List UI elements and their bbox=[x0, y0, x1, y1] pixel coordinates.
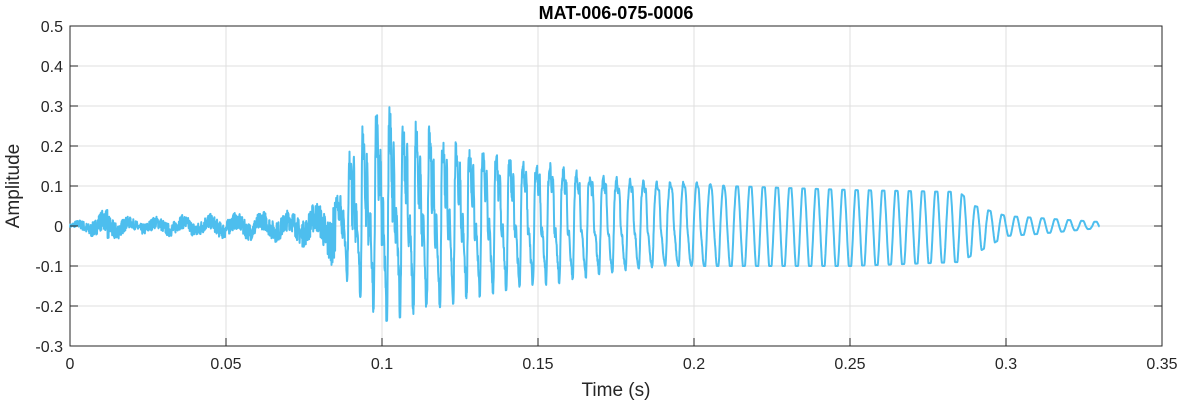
chart-title: MAT-006-075-0006 bbox=[539, 3, 694, 23]
x-tick-label: 0.35 bbox=[1146, 356, 1177, 373]
x-tick-label: 0.3 bbox=[995, 356, 1017, 373]
y-tick-label: -0.2 bbox=[35, 299, 63, 316]
y-tick-label: 0.5 bbox=[41, 19, 63, 36]
x-tick-label: 0.2 bbox=[683, 356, 705, 373]
y-tick-label: 0 bbox=[54, 219, 63, 236]
y-tick-label: -0.3 bbox=[35, 339, 63, 356]
y-axis-label: Amplitude bbox=[3, 144, 24, 229]
tick-labels: 0 0.05 0.1 0.15 0.2 0.25 0.3 0.35 -0.3 -0.2 -0.1 0 0… bbox=[35, 19, 1177, 373]
x-tick-label: 0.05 bbox=[210, 356, 241, 373]
y-tick-label: 0.1 bbox=[41, 179, 63, 196]
x-axis-label: Time (s) bbox=[582, 380, 651, 401]
y-tick-label: 0.4 bbox=[41, 59, 63, 76]
x-tick-label: 0.15 bbox=[522, 356, 553, 373]
y-tick-label: 0.3 bbox=[41, 99, 63, 116]
x-tick-label: 0.1 bbox=[371, 356, 393, 373]
x-tick-label: 0 bbox=[66, 356, 75, 373]
x-tick-label: 0.25 bbox=[834, 356, 865, 373]
y-tick-label: 0.2 bbox=[41, 139, 63, 156]
signal-line bbox=[69, 106, 1101, 322]
y-tick-label: -0.1 bbox=[35, 259, 63, 276]
